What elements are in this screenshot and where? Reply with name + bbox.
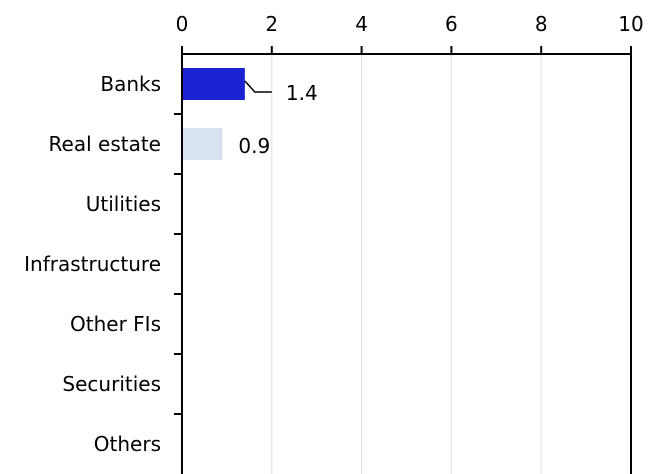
data-label-leader	[244, 80, 272, 93]
x-tick-label: 8	[535, 12, 548, 36]
category-label: Utilities	[86, 192, 161, 216]
category-label: Others	[94, 432, 161, 456]
bars	[182, 68, 245, 160]
data-label: 1.4	[286, 81, 318, 105]
bar	[182, 128, 223, 160]
bar	[182, 68, 245, 100]
x-tick-label: 6	[445, 12, 458, 36]
axes	[174, 46, 632, 474]
data-label: 0.9	[238, 134, 270, 158]
x-tick-label: 2	[265, 12, 278, 36]
x-tick-label: 0	[176, 12, 189, 36]
category-label: Securities	[62, 372, 161, 396]
x-tick-label: 10	[618, 12, 643, 36]
category-label: Banks	[100, 72, 161, 96]
category-label: Real estate	[49, 132, 161, 156]
category-label: Other FIs	[70, 312, 161, 336]
labels: 0 2 4 6 8 10 Banks Real estate Utilities Infrastr…	[24, 12, 644, 456]
x-tick-label: 4	[355, 12, 368, 36]
gridlines	[271, 54, 542, 474]
category-label: Infrastructure	[24, 252, 161, 276]
